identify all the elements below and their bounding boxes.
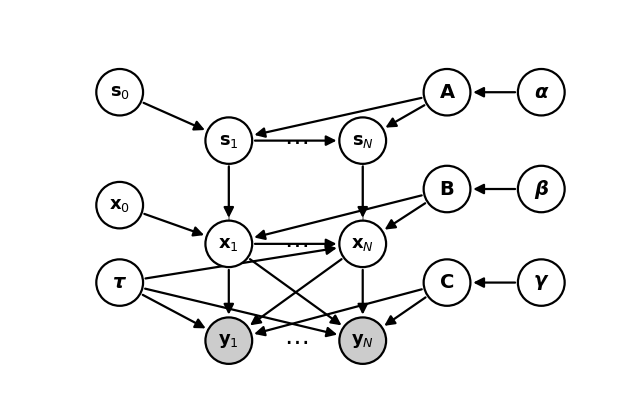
- Ellipse shape: [518, 166, 564, 212]
- Ellipse shape: [96, 69, 143, 116]
- Text: $\mathbf{s}_1$: $\mathbf{s}_1$: [219, 132, 239, 150]
- Ellipse shape: [339, 117, 386, 164]
- Text: $\boldsymbol{\alpha}$: $\boldsymbol{\alpha}$: [534, 83, 549, 102]
- Ellipse shape: [205, 221, 252, 267]
- Ellipse shape: [205, 318, 252, 364]
- Text: $\mathbf{s}_0$: $\mathbf{s}_0$: [109, 83, 130, 101]
- Ellipse shape: [96, 182, 143, 228]
- Text: $\cdots$: $\cdots$: [284, 129, 308, 153]
- Ellipse shape: [424, 166, 470, 212]
- Text: $\mathbf{s}_N$: $\mathbf{s}_N$: [352, 132, 374, 150]
- Text: $\cdots$: $\cdots$: [284, 232, 308, 256]
- Text: $\mathbf{x}_0$: $\mathbf{x}_0$: [109, 196, 130, 214]
- Text: $\boldsymbol{\gamma}$: $\boldsymbol{\gamma}$: [533, 273, 550, 292]
- Text: $\mathbf{A}$: $\mathbf{A}$: [438, 83, 456, 102]
- Ellipse shape: [339, 318, 386, 364]
- Text: $\boldsymbol{\tau}$: $\boldsymbol{\tau}$: [112, 273, 127, 292]
- Text: $\mathbf{x}_1$: $\mathbf{x}_1$: [218, 235, 239, 253]
- Ellipse shape: [424, 69, 470, 116]
- Ellipse shape: [205, 117, 252, 164]
- Text: $\boldsymbol{\beta}$: $\boldsymbol{\beta}$: [534, 178, 549, 201]
- Ellipse shape: [518, 69, 564, 116]
- Text: $\cdots$: $\cdots$: [284, 328, 308, 353]
- Text: $\mathbf{x}_N$: $\mathbf{x}_N$: [351, 235, 374, 253]
- Text: $\mathbf{C}$: $\mathbf{C}$: [440, 273, 454, 292]
- Text: $\mathbf{B}$: $\mathbf{B}$: [439, 179, 455, 199]
- Ellipse shape: [424, 259, 470, 306]
- Text: $\mathbf{y}_1$: $\mathbf{y}_1$: [218, 332, 239, 349]
- Text: $\mathbf{y}_N$: $\mathbf{y}_N$: [351, 332, 374, 349]
- Ellipse shape: [518, 259, 564, 306]
- Ellipse shape: [339, 221, 386, 267]
- Ellipse shape: [96, 259, 143, 306]
